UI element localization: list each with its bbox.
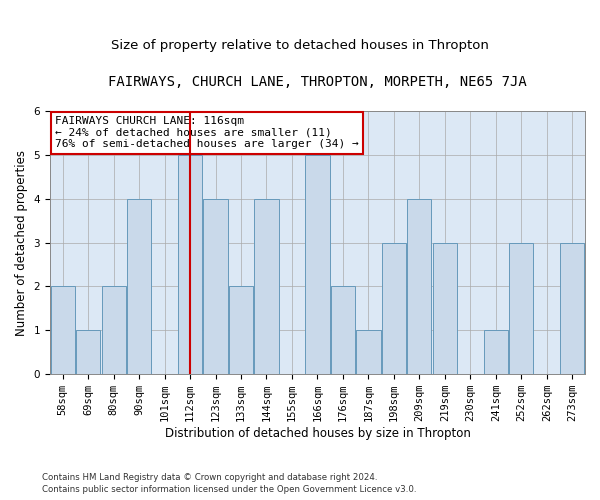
Title: FAIRWAYS, CHURCH LANE, THROPTON, MORPETH, NE65 7JA: FAIRWAYS, CHURCH LANE, THROPTON, MORPETH…: [108, 75, 527, 89]
Bar: [331, 286, 355, 374]
Bar: [305, 155, 329, 374]
Bar: [50, 286, 75, 374]
Text: Contains public sector information licensed under the Open Government Licence v3: Contains public sector information licen…: [42, 485, 416, 494]
X-axis label: Distribution of detached houses by size in Thropton: Distribution of detached houses by size …: [164, 427, 470, 440]
Bar: [76, 330, 100, 374]
Bar: [178, 155, 202, 374]
Bar: [407, 198, 431, 374]
Bar: [560, 242, 584, 374]
Text: FAIRWAYS CHURCH LANE: 116sqm
← 24% of detached houses are smaller (11)
76% of se: FAIRWAYS CHURCH LANE: 116sqm ← 24% of de…: [55, 116, 359, 150]
Bar: [101, 286, 126, 374]
Bar: [203, 198, 227, 374]
Bar: [356, 330, 380, 374]
Bar: [433, 242, 457, 374]
Bar: [254, 198, 278, 374]
Y-axis label: Number of detached properties: Number of detached properties: [15, 150, 28, 336]
Bar: [484, 330, 508, 374]
Bar: [382, 242, 406, 374]
Bar: [127, 198, 151, 374]
Text: Contains HM Land Registry data © Crown copyright and database right 2024.: Contains HM Land Registry data © Crown c…: [42, 472, 377, 482]
Text: Size of property relative to detached houses in Thropton: Size of property relative to detached ho…: [111, 40, 489, 52]
Bar: [509, 242, 533, 374]
Bar: [229, 286, 253, 374]
